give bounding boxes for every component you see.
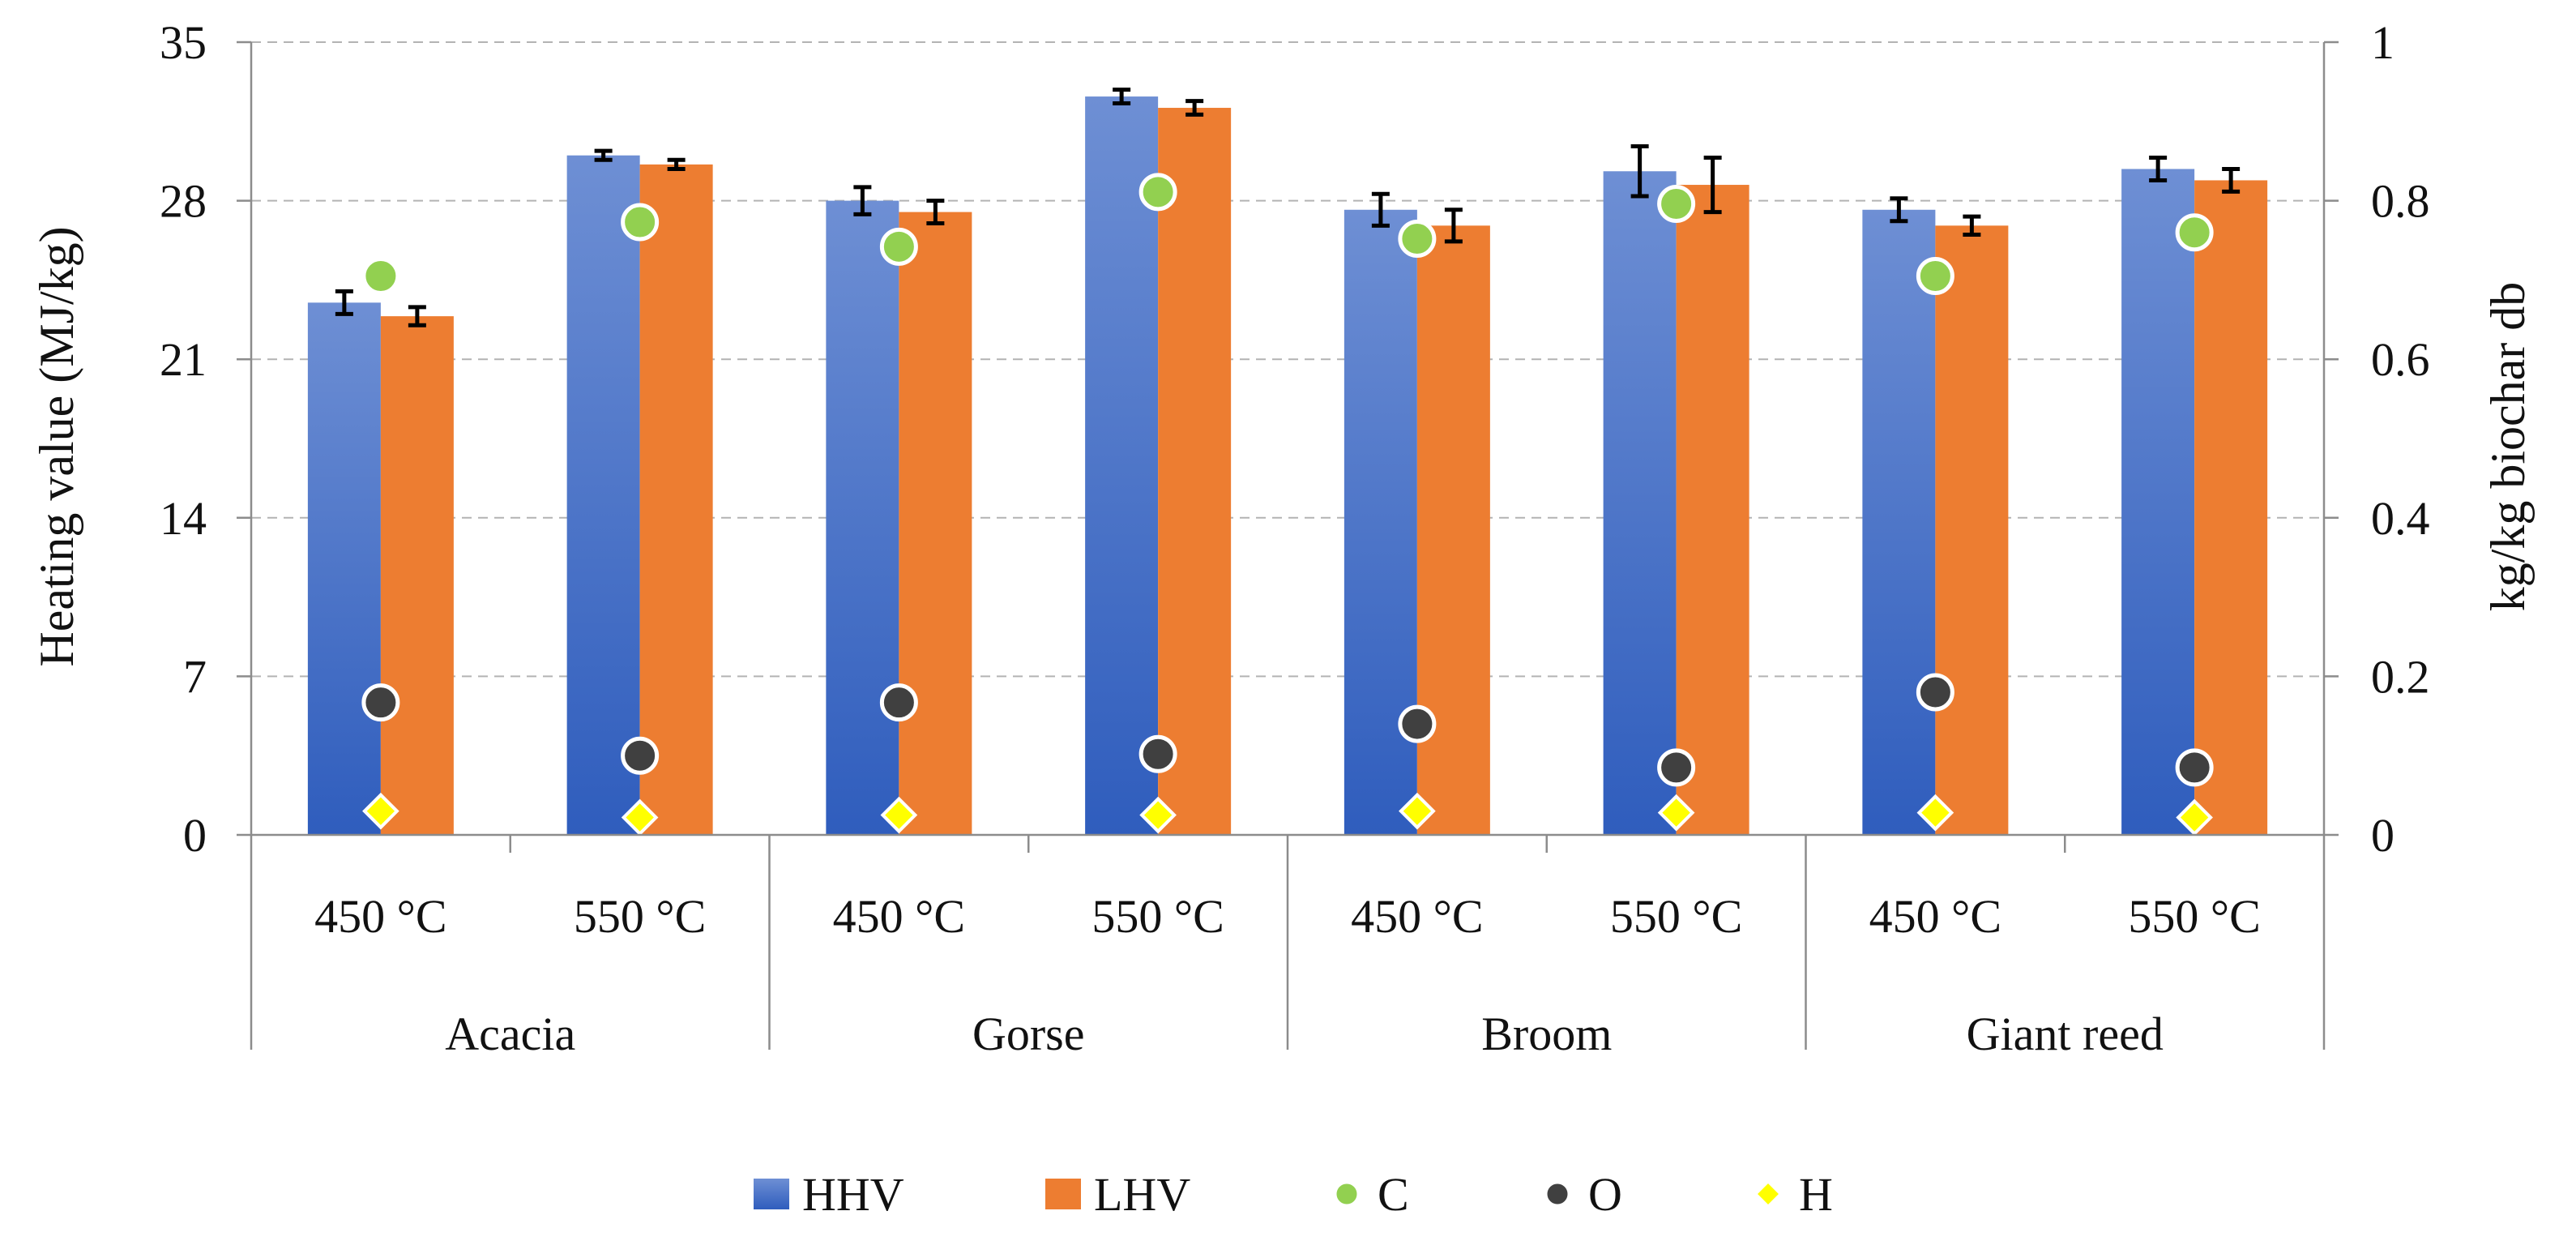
o-marker — [879, 683, 918, 722]
right-tick-label: 1 — [2371, 16, 2394, 69]
category-label: 450 °C — [1351, 890, 1483, 943]
h-marker — [1139, 796, 1177, 834]
h-marker — [1657, 794, 1695, 832]
o-marker — [1398, 704, 1437, 743]
lhv-bar — [1676, 185, 1749, 836]
legend-hhv-label: HHV — [802, 1168, 904, 1221]
lhv-bar — [1935, 225, 2009, 835]
c-marker — [621, 203, 660, 242]
legend-lhv-swatch — [1045, 1179, 1081, 1209]
left-tick-label: 0 — [183, 809, 207, 862]
legend-hhv-swatch — [754, 1179, 789, 1209]
legend-c-label: C — [1378, 1168, 1409, 1221]
h-marker — [621, 798, 659, 837]
legend-o-label: O — [1588, 1168, 1622, 1221]
category-label: 550 °C — [574, 890, 706, 943]
left-tick-label: 7 — [183, 650, 207, 703]
legend-h-swatch — [1754, 1179, 1783, 1209]
legend-h-label: H — [1799, 1168, 1833, 1221]
category-label: 450 °C — [314, 890, 446, 943]
left-tick-label: 28 — [160, 175, 207, 228]
y-axis-title: Heating value (MJ/kg) — [30, 226, 83, 666]
hhv-bar — [2121, 169, 2195, 836]
lhv-bar — [639, 164, 713, 836]
c-marker — [879, 227, 918, 266]
o-marker — [621, 736, 660, 775]
o-marker — [1657, 748, 1696, 787]
category-label: 550 °C — [1091, 890, 1224, 943]
hhv-bar — [307, 302, 381, 835]
c-marker — [1657, 185, 1696, 224]
hhv-bar — [826, 200, 899, 836]
hhv-bar — [1344, 209, 1417, 836]
hhv-bar — [566, 155, 640, 835]
y2-axis-title: kg/kg biochar db — [2481, 282, 2535, 612]
hhv-bar — [1862, 209, 1936, 836]
hhv-bar — [1085, 96, 1159, 835]
lhv-bar — [1158, 108, 1232, 835]
category-label: 550 °C — [1610, 890, 1742, 943]
c-marker — [361, 257, 400, 296]
h-marker — [2176, 798, 2213, 837]
legend-lhv-label: LHV — [1094, 1168, 1190, 1221]
o-marker — [1916, 673, 1954, 712]
o-marker — [361, 683, 400, 722]
o-marker — [1138, 734, 1177, 773]
lhv-bar — [1416, 225, 1490, 835]
group-label: Broom — [1481, 1008, 1612, 1060]
group-label: Acacia — [445, 1008, 575, 1060]
group-label: Giant reed — [1967, 1008, 2164, 1060]
group-label: Gorse — [972, 1008, 1085, 1060]
category-label: 450 °C — [833, 890, 965, 943]
c-marker — [2175, 213, 2214, 252]
lhv-bar — [2194, 180, 2268, 836]
legend-c-swatch — [1334, 1181, 1360, 1207]
c-marker — [1138, 173, 1177, 212]
h-marker — [880, 796, 918, 834]
lhv-bar — [380, 316, 454, 835]
left-tick-label: 14 — [160, 492, 207, 545]
right-tick-label: 0 — [2371, 809, 2394, 862]
left-tick-label: 21 — [160, 333, 207, 386]
right-tick-label: 0.2 — [2371, 650, 2430, 703]
h-marker — [1916, 794, 1954, 832]
right-tick-label: 0.8 — [2371, 175, 2430, 228]
category-label: 450 °C — [1869, 890, 2001, 943]
c-marker — [1916, 257, 1954, 296]
right-tick-label: 0.6 — [2371, 333, 2430, 386]
category-label: 550 °C — [2128, 890, 2260, 943]
hhv-bar — [1603, 171, 1677, 835]
h-marker — [1399, 792, 1436, 830]
left-tick-label: 35 — [160, 16, 207, 69]
h-marker — [362, 792, 399, 830]
c-marker — [1398, 220, 1437, 259]
right-tick-label: 0.4 — [2371, 492, 2430, 545]
legend-o-swatch — [1544, 1181, 1570, 1207]
lhv-bar — [899, 212, 972, 836]
o-marker — [2175, 748, 2214, 787]
